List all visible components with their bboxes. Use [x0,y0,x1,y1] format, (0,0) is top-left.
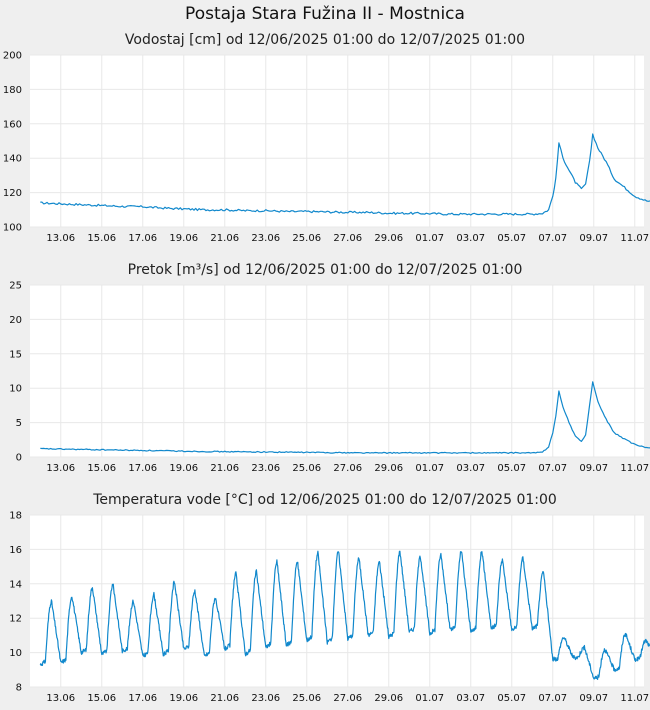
y-tick-label: 15 [9,349,22,360]
y-tick-label: 8 [16,683,22,694]
chart-pretok: 0 5 10 15 20 25 13.06 15.06 17.06 19.06 21.06 23.06… [9,281,650,474]
y-tick-label: 10 [9,648,22,659]
x-tick-label: 05.07 [497,463,526,474]
x-tick-label: 29.06 [374,233,403,244]
x-tick-label: 21.06 [210,233,239,244]
x-tick-label: 17.06 [128,233,157,244]
y-tick-label: 5 [16,418,22,429]
x-tick-label: 11.07 [620,463,649,474]
x-tick-label: 07.07 [538,693,567,704]
x-tick-label: 13.06 [46,693,75,704]
y-tick-label: 160 [3,119,22,130]
x-tick-label: 13.06 [46,463,75,474]
plot-area [30,55,644,227]
page-title: Postaja Stara Fužina II - Mostnica [185,4,465,24]
x-tick-label: 05.07 [497,233,526,244]
plot-area [30,515,644,687]
x-tick-label: 15.06 [87,693,116,704]
y-tick-label: 100 [3,223,22,234]
x-tick-label: 23.06 [251,463,280,474]
x-tick-label: 17.06 [128,463,157,474]
x-tick-label: 27.06 [333,693,362,704]
x-tick-label: 23.06 [251,693,280,704]
y-tick-label: 140 [3,154,22,165]
chart-vodostaj: 100 120 140 160 180 200 13.06 15.06 17.06 19.06 21… [3,51,650,244]
x-tick-label: 29.06 [374,693,403,704]
x-tick-label: 03.07 [456,233,485,244]
x-tick-label: 25.06 [292,463,321,474]
y-tick-label: 120 [3,188,22,199]
y-tick-label: 12 [9,614,22,625]
x-tick-label: 19.06 [169,693,198,704]
y-tick-label: 20 [9,315,22,326]
x-tick-label: 15.06 [87,233,116,244]
x-tick-label: 03.07 [456,463,485,474]
chart-title-temperatura: Temperatura vode [°C] od 12/06/2025 01:0… [93,492,557,508]
x-tick-label: 25.06 [292,233,321,244]
y-tick-label: 14 [9,579,22,590]
x-tick-label: 01.07 [415,233,444,244]
y-tick-label: 200 [3,51,22,62]
x-tick-label: 11.07 [620,693,649,704]
x-tick-label: 01.07 [415,463,444,474]
y-tick-label: 18 [9,511,22,522]
plot-area [30,285,644,457]
y-tick-label: 25 [9,281,22,292]
x-tick-label: 09.07 [579,693,608,704]
x-tick-label: 27.06 [333,233,362,244]
x-tick-label: 17.06 [128,693,157,704]
x-tick-label: 11.07 [620,233,649,244]
series-line [39,550,650,680]
x-tick-label: 01.07 [415,693,444,704]
x-tick-label: 27.06 [333,463,362,474]
x-tick-label: 09.07 [579,463,608,474]
series-line [40,133,650,216]
series-line [40,381,650,454]
x-tick-label: 19.06 [169,233,198,244]
x-tick-label: 07.07 [538,463,567,474]
x-tick-label: 19.06 [169,463,198,474]
x-tick-label: 25.06 [292,693,321,704]
x-tick-label: 05.07 [497,693,526,704]
x-tick-label: 15.06 [87,463,116,474]
x-tick-label: 09.07 [579,233,608,244]
x-tick-label: 03.07 [456,693,485,704]
x-tick-label: 13.06 [46,233,75,244]
y-tick-label: 16 [9,545,22,556]
x-tick-label: 21.06 [210,463,239,474]
y-tick-label: 180 [3,85,22,96]
x-tick-label: 23.06 [251,233,280,244]
y-tick-label: 0 [16,453,22,464]
x-tick-label: 29.06 [374,463,403,474]
chart-title-vodostaj: Vodostaj [cm] od 12/06/2025 01:00 do 12/… [124,32,526,48]
chart-title-pretok: Pretok [m³/s] od 12/06/2025 01:00 do 12/… [127,262,523,278]
y-tick-label: 10 [9,384,22,395]
x-tick-label: 21.06 [210,693,239,704]
x-tick-label: 07.07 [538,233,567,244]
